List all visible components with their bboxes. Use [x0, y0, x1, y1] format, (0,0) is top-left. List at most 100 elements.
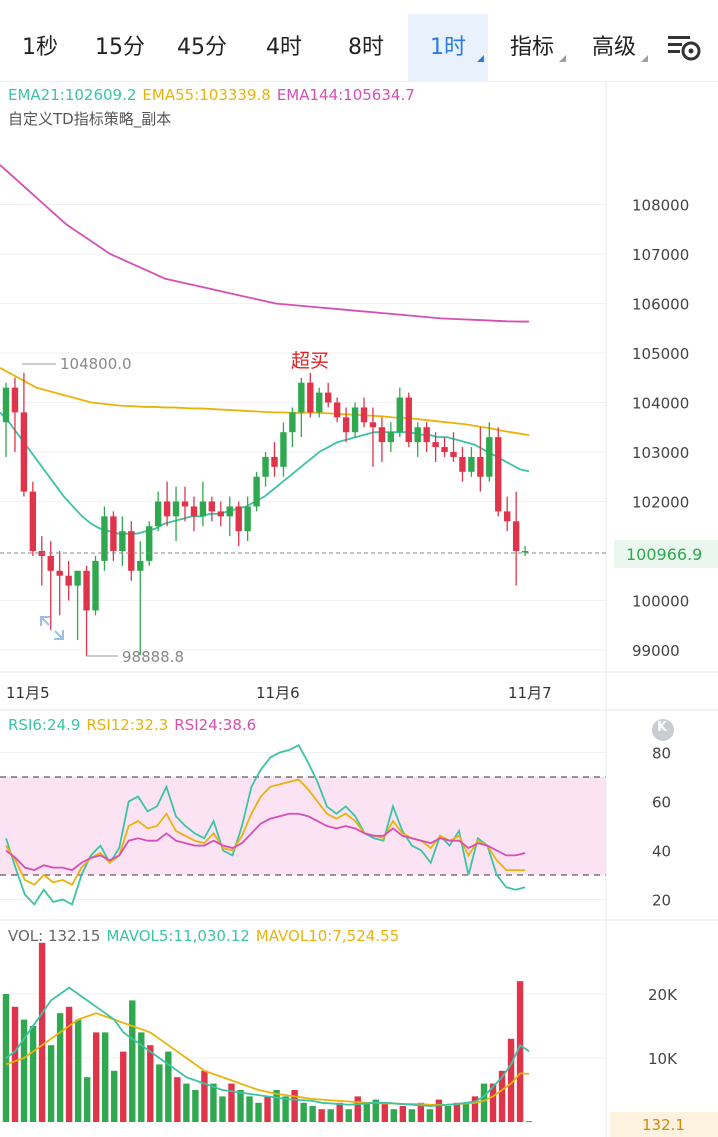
candle-body: [351, 407, 359, 433]
rsi6-value: RSI6:24.9: [8, 716, 81, 734]
candle-body: [56, 570, 63, 576]
candle-body: [74, 570, 81, 586]
volume-bar: [47, 1045, 55, 1122]
price-tick-label: 104000: [632, 395, 689, 413]
candle-body: [441, 447, 448, 452]
volume-bar: [174, 1077, 181, 1122]
volume-bar: [219, 1096, 226, 1122]
volume-bar: [372, 1099, 379, 1122]
volume-bar: [399, 1106, 407, 1122]
tab-45m[interactable]: 45分: [164, 14, 240, 82]
candle-body: [387, 432, 395, 443]
candle-body: [47, 555, 54, 571]
volume-bar: [327, 1109, 334, 1122]
dropdown-triangle-icon: [559, 55, 566, 62]
tab-1h[interactable]: 1时: [408, 14, 488, 82]
tab-label: 1秒: [22, 35, 58, 60]
volume-bar: [291, 1090, 298, 1122]
volume-bar: [183, 1083, 190, 1122]
mavol10-value: MAVOL10:7,524.55: [255, 927, 400, 945]
candle-body: [333, 402, 341, 418]
rsi-overbought-band: [0, 777, 606, 875]
tab-advanced[interactable]: 高级: [576, 14, 652, 82]
candle-body: [307, 382, 314, 413]
candle-body: [271, 456, 278, 467]
candle-body: [512, 521, 520, 551]
collapse-panel-button[interactable]: [652, 719, 674, 741]
volume-bar: [120, 1051, 127, 1122]
volume-bar: [444, 1106, 452, 1122]
candle-body: [459, 456, 466, 472]
chart-settings-button[interactable]: [664, 32, 704, 68]
fullscreen-button[interactable]: [36, 612, 68, 644]
candle-body: [477, 456, 484, 477]
rsi-line-rsi24: [5, 812, 526, 872]
candle-body: [262, 456, 269, 477]
price-tick-label: 99000: [632, 642, 680, 660]
overbought-annotation: 超买: [291, 350, 329, 372]
tab-1s[interactable]: 1秒: [4, 14, 76, 82]
volume-bar: [282, 1096, 289, 1122]
volume-bar: [83, 1077, 91, 1122]
low-marker-label: 98888.8: [122, 648, 184, 666]
volume-bar: [435, 1099, 443, 1122]
price-tick-label: 105000: [632, 345, 689, 363]
rsi-tick-label: 20: [652, 892, 671, 910]
volume-bar: [255, 1102, 262, 1122]
candle-body: [316, 392, 323, 413]
mavol5-value: MAVOL5:11,030.12: [106, 927, 250, 945]
volume-bar: [273, 1090, 280, 1122]
candle-body: [20, 412, 28, 492]
candle-body: [468, 456, 475, 472]
candle-body: [208, 501, 216, 512]
ema55-value: EMA55:103339.8: [142, 86, 271, 104]
candle-body: [38, 551, 45, 556]
dropdown-triangle-icon: [641, 55, 648, 62]
volume-bar: [147, 1045, 154, 1122]
expand-icon: [40, 616, 64, 640]
dropdown-triangle-icon: [477, 55, 484, 62]
volume-bar: [498, 1070, 506, 1122]
tab-15m[interactable]: 15分: [82, 14, 158, 82]
tab-4h[interactable]: 4时: [246, 14, 322, 82]
volume-bar: [300, 1102, 307, 1122]
volume-bar: [417, 1102, 425, 1122]
volume-bar: [74, 1019, 82, 1122]
volume-legend: VOL: 132.15 MAVOL5:11,030.12 MAVOL10:7,524…: [8, 927, 405, 945]
candle-body: [226, 506, 233, 517]
candle-body: [181, 501, 189, 507]
candle-body: [128, 531, 135, 571]
candle-body: [137, 560, 144, 571]
candle-body: [280, 432, 287, 467]
tab-label: 8时: [348, 35, 384, 60]
tab-indicators[interactable]: 指标: [494, 14, 570, 82]
candle-body: [414, 427, 421, 443]
candle-body: [83, 570, 90, 611]
rsi12-value: RSI12:32.3: [86, 716, 169, 734]
rsi-legend: RSI6:24.9 RSI12:32.3 RSI24:38.6: [8, 716, 262, 734]
date-label-1: 11月5: [6, 684, 50, 702]
rsi24-value: RSI24:38.6: [174, 716, 257, 734]
candle-body: [369, 422, 377, 428]
ema144-line: [0, 164, 530, 323]
volume-bar: [92, 1032, 100, 1122]
high-marker-label: 104800.0: [60, 355, 132, 373]
tab-8h[interactable]: 8时: [328, 14, 404, 82]
volume-bar: [129, 1000, 136, 1122]
vol-value: VOL: 132.15: [8, 927, 101, 945]
candle-body: [396, 397, 403, 433]
tab-label: 45分: [177, 35, 227, 60]
current-volume-tag: [610, 1112, 718, 1137]
candle-body: [65, 575, 72, 586]
volume-bar: [11, 1006, 19, 1122]
volume-bar: [309, 1106, 316, 1122]
candle-body: [378, 427, 386, 443]
rsi-line-rsi6: [5, 743, 526, 906]
candle-body: [172, 501, 180, 517]
volume-bar: [20, 1019, 28, 1122]
volume-bar: [102, 1032, 109, 1122]
price-tick-label: 100000: [632, 593, 689, 611]
candle-body: [110, 516, 117, 551]
volume-bar: [56, 1013, 64, 1122]
